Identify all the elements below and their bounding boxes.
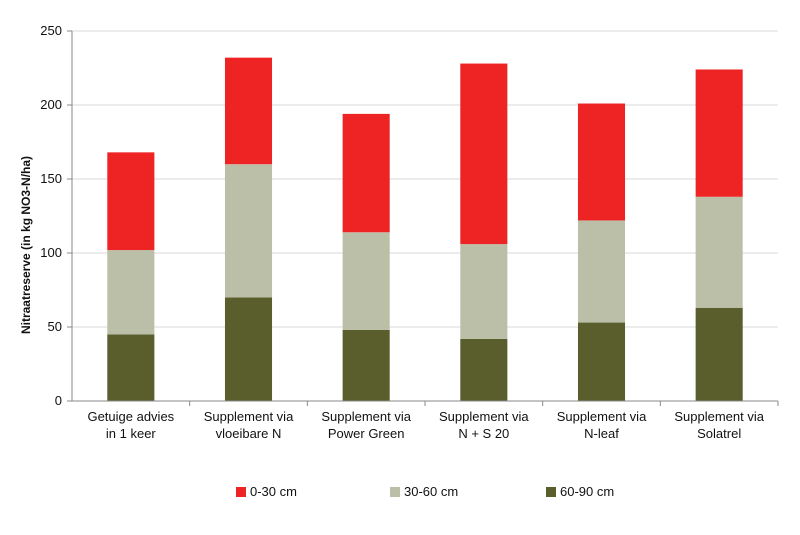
x-category-label: Supplement via: [204, 409, 294, 424]
bar-segment-30-60-cm: [577, 220, 626, 323]
x-category-label: Solatrel: [697, 426, 741, 441]
bar-segment-30-60-cm: [695, 196, 743, 308]
bar-segment-0-30-cm: [577, 103, 626, 221]
grid-lines: [72, 30, 778, 328]
bar-segment-0-30-cm: [460, 63, 508, 245]
legend-swatch: [546, 487, 556, 497]
legend-swatch: [236, 487, 246, 497]
x-category-label: Supplement via: [439, 409, 529, 424]
axes: 0 50 100 150 200 250 Getuige advies in 1 keer Su…: [40, 23, 779, 441]
bar-segment-0-30-cm: [342, 113, 390, 233]
bar-segment-0-30-cm: [695, 69, 743, 197]
y-tick-label: 50: [48, 319, 62, 334]
legend: 0-30 cm 30-60 cm 60-90 cm: [236, 484, 614, 499]
bar-segment-0-30-cm: [224, 57, 273, 165]
x-category-label: Power Green: [328, 426, 405, 441]
bar-segment-30-60-cm: [224, 164, 273, 298]
legend-swatch: [390, 487, 400, 497]
legend-label: 60-90 cm: [560, 484, 614, 499]
y-tick-label: 200: [40, 97, 62, 112]
bar-segment-30-60-cm: [107, 250, 155, 335]
x-category-label: Supplement via: [674, 409, 764, 424]
bar-segment-60-90-cm: [577, 322, 626, 401]
bar-segment-60-90-cm: [460, 338, 508, 401]
bar-segment-60-90-cm: [107, 334, 155, 401]
x-category-label: N-leaf: [584, 426, 619, 441]
bar-segment-30-60-cm: [342, 232, 390, 330]
bars: [107, 57, 743, 401]
y-axis-label: Nitraatreserve (in kg NO3-N/ha): [19, 156, 33, 334]
x-category-label: N + S 20: [458, 426, 509, 441]
bar-segment-30-60-cm: [460, 244, 508, 339]
x-category-label: in 1 keer: [106, 426, 157, 441]
bar-segment-0-30-cm: [107, 152, 155, 251]
x-category-label: vloeibare N: [216, 426, 282, 441]
bar-segment-60-90-cm: [342, 329, 390, 401]
x-category-label: Supplement via: [557, 409, 647, 424]
bar-segment-60-90-cm: [224, 297, 273, 401]
y-tick-label: 250: [40, 23, 62, 38]
x-category-label: Supplement via: [321, 409, 411, 424]
legend-label: 30-60 cm: [404, 484, 458, 499]
y-tick-label: 100: [40, 245, 62, 260]
x-category-label: Getuige advies: [87, 409, 174, 424]
y-tick-label: 0: [55, 393, 62, 408]
y-tick-label: 150: [40, 171, 62, 186]
legend-label: 0-30 cm: [250, 484, 297, 499]
bar-segment-60-90-cm: [695, 307, 743, 401]
